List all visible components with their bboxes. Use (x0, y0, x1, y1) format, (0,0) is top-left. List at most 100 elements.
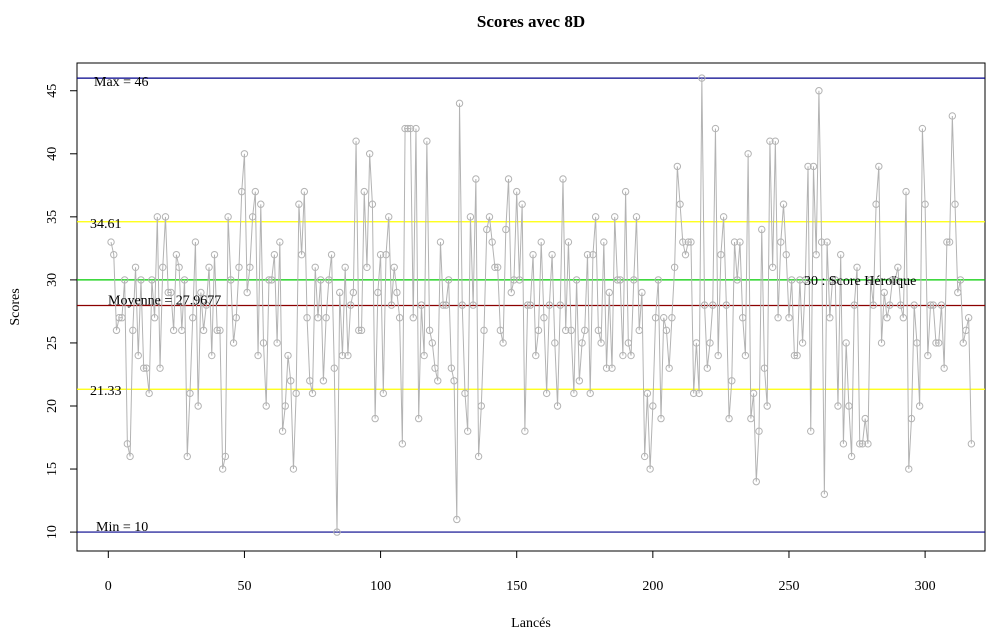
data-point (551, 339, 559, 347)
data-point (725, 414, 733, 423)
data-point (613, 276, 622, 284)
data-point (461, 389, 469, 398)
data-point (657, 414, 665, 423)
data-point (444, 276, 453, 284)
data-point (248, 213, 257, 221)
data-point (872, 200, 880, 208)
data-point (363, 263, 371, 271)
data-point (777, 238, 785, 246)
data-point (616, 276, 624, 284)
data-point (199, 326, 208, 335)
data-point (562, 326, 570, 335)
data-point (379, 389, 387, 398)
data-point (513, 187, 521, 196)
data-point (493, 263, 502, 271)
series-line (110, 78, 972, 533)
data-point (270, 250, 279, 259)
data-point (602, 364, 611, 372)
data-point (325, 276, 333, 284)
data-point (442, 301, 450, 309)
data-point (635, 326, 643, 335)
data-point (681, 250, 690, 259)
data-point (267, 276, 276, 284)
data-point (559, 175, 567, 183)
data-point (888, 276, 897, 284)
data-point (847, 452, 856, 461)
data-point (858, 440, 867, 448)
data-point (619, 351, 627, 360)
data-point (292, 389, 300, 398)
data-point (738, 314, 747, 322)
data-point (148, 276, 156, 284)
data-point (768, 263, 777, 271)
data-point (349, 288, 358, 297)
data-point (474, 452, 483, 461)
data-point (110, 250, 118, 259)
data-point (281, 402, 289, 410)
data-point (333, 528, 341, 536)
data-point (129, 326, 137, 335)
data-point (877, 339, 886, 347)
data-point (409, 314, 417, 322)
data-point (458, 301, 466, 309)
data-point (434, 377, 442, 385)
data-point (385, 213, 393, 221)
data-point (752, 477, 760, 486)
data-point (796, 276, 804, 284)
data-point (153, 213, 162, 221)
data-point (186, 389, 194, 398)
data-point (229, 339, 238, 347)
data-point (679, 238, 687, 246)
data-point (706, 339, 714, 347)
data-point (382, 250, 390, 259)
data-point (570, 389, 578, 398)
data-point (589, 250, 597, 259)
data-point (787, 276, 796, 284)
data-point (137, 276, 145, 284)
data-point (224, 213, 232, 221)
data-point (853, 263, 861, 271)
data-point (820, 490, 829, 498)
data-point (850, 301, 859, 309)
data-point (801, 276, 810, 284)
data-point (232, 314, 240, 322)
data-point (651, 314, 660, 322)
data-point (423, 137, 431, 145)
data-point (115, 314, 123, 322)
data-point (823, 238, 831, 246)
data-point (815, 87, 823, 95)
data-point (782, 250, 790, 259)
data-point (918, 124, 927, 133)
data-point (591, 213, 600, 221)
data-point (831, 276, 839, 284)
data-point (374, 288, 382, 297)
data-point (365, 150, 374, 158)
data-point (668, 314, 676, 322)
data-point (502, 225, 510, 234)
data-point (856, 440, 864, 448)
data-point (548, 250, 556, 259)
data-point (611, 213, 619, 221)
y-tick-label: 40 (45, 147, 60, 161)
data-point (265, 276, 273, 284)
reference-label-hero: 30 : Score Héroïque (804, 274, 916, 289)
data-point (412, 124, 420, 133)
data-point (300, 187, 309, 196)
y-axis: 10 15 20 25 30 35 40 45 (45, 84, 77, 539)
data-point (621, 187, 630, 196)
data-point (532, 351, 540, 360)
data-point (436, 238, 445, 246)
data-point (572, 276, 581, 284)
data-point (828, 276, 837, 284)
data-point (352, 137, 360, 145)
data-point (575, 377, 584, 385)
data-point (869, 301, 878, 309)
data-point (896, 301, 905, 309)
y-tick-label: 35 (45, 210, 60, 224)
data-point (178, 326, 186, 335)
data-point (676, 200, 684, 208)
data-point (741, 351, 750, 360)
data-point (466, 213, 475, 221)
data-point (760, 364, 769, 372)
data-point (107, 238, 115, 246)
